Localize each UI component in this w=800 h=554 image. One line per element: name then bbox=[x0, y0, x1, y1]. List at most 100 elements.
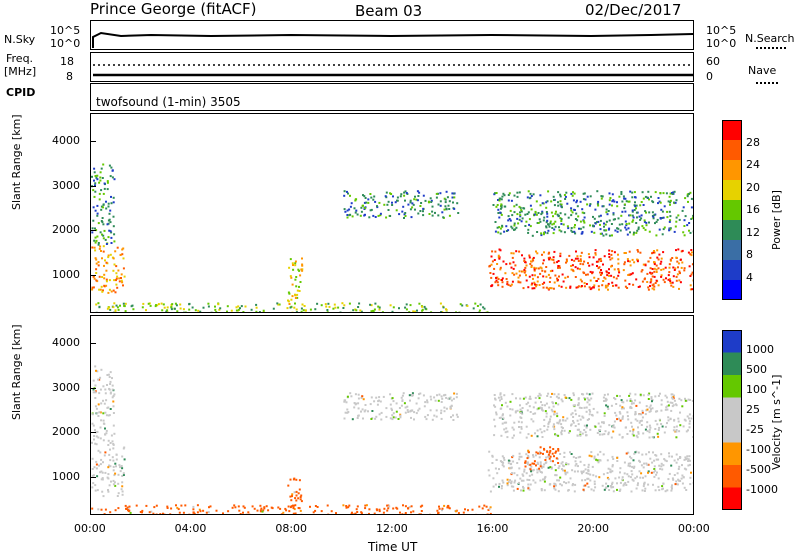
echo-cell bbox=[373, 512, 376, 514]
echo-cell bbox=[557, 422, 560, 425]
echo-cell bbox=[150, 510, 153, 513]
freq-tick-bottom: 8 bbox=[66, 70, 73, 83]
echo-cell bbox=[93, 277, 96, 280]
echo-cell bbox=[513, 421, 516, 424]
echo-cell bbox=[328, 305, 331, 308]
echo-cell bbox=[488, 450, 491, 453]
echo-cell bbox=[501, 224, 504, 227]
echo-cell bbox=[351, 215, 354, 218]
echo-cell bbox=[272, 307, 275, 310]
echo-cell bbox=[523, 257, 526, 260]
echo-cell bbox=[192, 508, 195, 511]
echo-cell bbox=[673, 269, 676, 271]
echo-cell bbox=[582, 263, 585, 266]
echo-cell bbox=[655, 264, 658, 267]
echo-cell bbox=[93, 171, 96, 174]
echo-cell bbox=[202, 306, 205, 309]
y-tick-3: 4000 bbox=[52, 133, 80, 147]
echo-cell bbox=[658, 228, 661, 231]
echo-cell bbox=[114, 462, 117, 465]
echo-cell bbox=[612, 284, 614, 287]
echo-cell bbox=[570, 413, 573, 416]
echo-cell bbox=[662, 464, 665, 467]
echo-cell bbox=[553, 455, 555, 458]
echo-cell bbox=[588, 413, 591, 416]
echo-cell bbox=[512, 428, 515, 431]
echo-cell bbox=[566, 275, 569, 278]
echo-cell bbox=[302, 309, 305, 312]
echo-cell bbox=[678, 465, 681, 468]
echo-cell bbox=[653, 468, 656, 470]
echo-cell bbox=[653, 270, 656, 273]
echo-cell bbox=[603, 412, 606, 415]
echo-cell bbox=[117, 482, 120, 485]
echo-cell bbox=[529, 463, 532, 466]
echo-cell bbox=[145, 309, 147, 312]
echo-cell bbox=[490, 276, 493, 279]
echo-cell bbox=[517, 281, 520, 284]
echo-cell bbox=[603, 229, 606, 232]
echo-cell bbox=[523, 268, 526, 271]
echo-cell bbox=[616, 394, 619, 397]
echo-cell bbox=[226, 305, 229, 308]
echo-cell bbox=[684, 397, 686, 400]
echo-cell bbox=[545, 206, 548, 209]
echo-cell bbox=[570, 192, 573, 195]
echo-cell bbox=[112, 459, 115, 462]
echo-region-6 bbox=[95, 302, 489, 312]
echo-cell bbox=[500, 434, 503, 437]
echo-cell bbox=[628, 394, 631, 397]
echo-cell bbox=[553, 204, 556, 207]
echo-cell bbox=[222, 512, 224, 514]
echo-cell bbox=[578, 406, 581, 409]
echo-cell bbox=[527, 231, 530, 234]
echo-cell bbox=[686, 195, 689, 198]
echo-cell bbox=[676, 483, 679, 486]
echo-cell bbox=[551, 223, 554, 226]
echo-cell bbox=[113, 178, 116, 181]
echo-cell bbox=[602, 396, 605, 399]
echo-cell bbox=[576, 255, 579, 258]
echo-cell bbox=[588, 409, 591, 411]
echo-cell bbox=[587, 253, 590, 256]
echo-cell bbox=[261, 510, 264, 513]
echo-cell bbox=[355, 508, 358, 511]
echo-cell bbox=[634, 451, 637, 454]
echo-cell bbox=[435, 409, 438, 412]
echo-cell bbox=[641, 453, 644, 456]
echo-cell bbox=[524, 461, 527, 464]
echo-cell bbox=[621, 415, 624, 418]
echo-cell bbox=[553, 485, 556, 488]
echo-cell bbox=[668, 452, 670, 455]
echo-cell bbox=[671, 257, 674, 259]
echo-cell bbox=[372, 198, 375, 201]
echo-cell bbox=[632, 216, 635, 219]
echo-cell bbox=[495, 411, 498, 414]
echo-cell bbox=[533, 268, 536, 271]
echo-cell bbox=[629, 462, 632, 465]
echo-cell bbox=[623, 263, 626, 266]
echo-cell bbox=[651, 287, 654, 290]
echo-cell bbox=[558, 226, 560, 229]
echo-cell bbox=[670, 464, 673, 467]
echo-cell bbox=[542, 452, 544, 455]
echo-cell bbox=[299, 274, 302, 277]
echo-cell bbox=[551, 410, 554, 413]
echo-cell bbox=[599, 259, 602, 262]
echo-cell bbox=[664, 266, 667, 269]
echo-cell bbox=[412, 510, 415, 513]
echo-cell bbox=[111, 440, 114, 443]
echo-cell bbox=[104, 451, 107, 454]
echo-cell bbox=[99, 411, 102, 414]
echo-cell bbox=[547, 190, 550, 193]
echo-cell bbox=[347, 192, 349, 195]
echo-cell bbox=[505, 427, 508, 430]
echo-cell bbox=[608, 268, 610, 271]
echo-cell bbox=[416, 309, 418, 312]
echo-cell bbox=[644, 195, 647, 198]
echo-cell bbox=[612, 486, 615, 489]
echo-cell bbox=[474, 302, 477, 305]
echo-cell bbox=[630, 470, 633, 473]
echo-cell bbox=[623, 407, 625, 410]
echo-cell bbox=[677, 468, 680, 470]
